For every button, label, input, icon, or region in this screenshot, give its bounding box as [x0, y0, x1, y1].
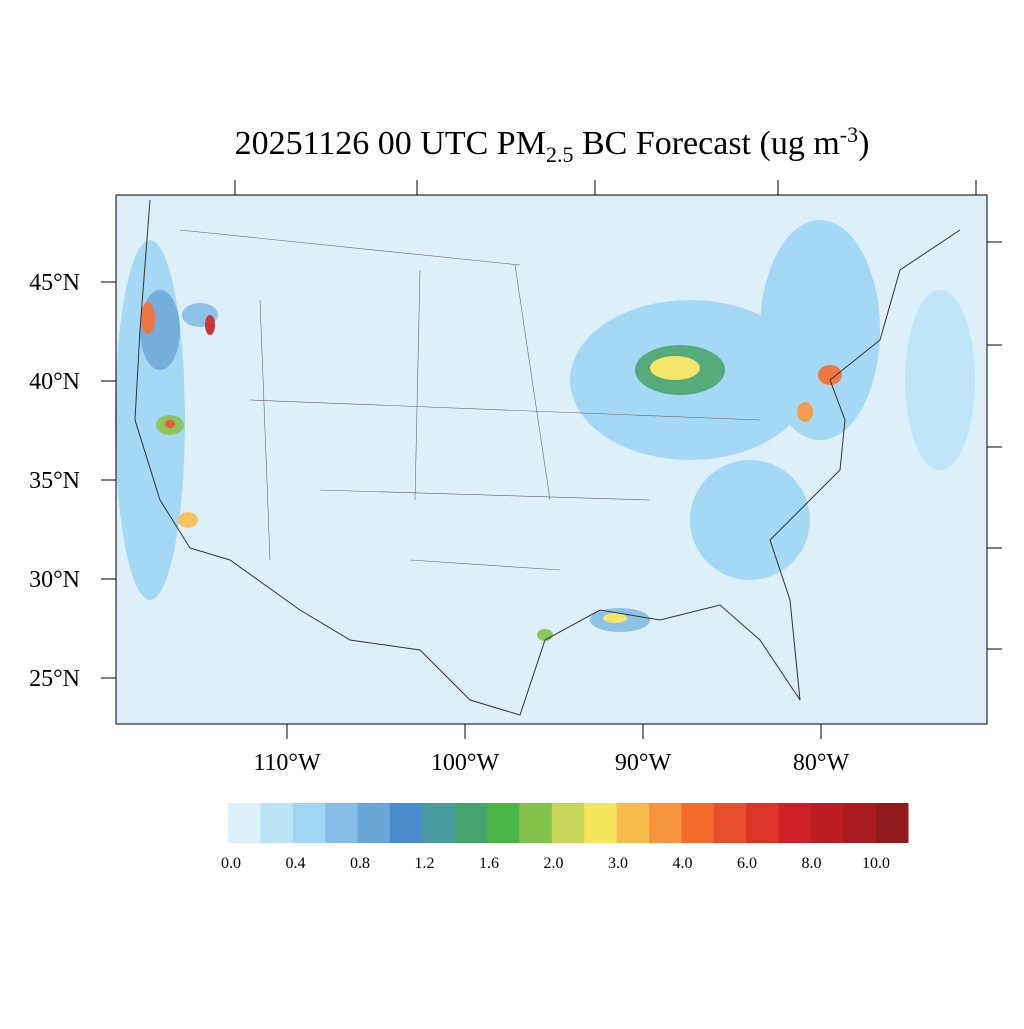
colorbar-box	[228, 803, 261, 843]
colorbar-box	[357, 803, 391, 843]
coastline	[134, 199, 961, 716]
map	[115, 180, 1002, 725]
colorbar-box	[875, 803, 909, 843]
colorbar-label: 8.0	[802, 855, 822, 872]
colorbar-label: 10.0	[862, 855, 890, 872]
lon-label: 100°W	[431, 750, 500, 776]
colorbar-label: 1.2	[415, 855, 435, 872]
colorbar-box	[454, 803, 488, 843]
map-frame	[115, 194, 988, 725]
colorbar-label: 2.0	[544, 855, 564, 872]
title-mid: BC Forecast (ug m	[573, 125, 839, 162]
colorbar-box	[389, 803, 423, 843]
colorbar-box	[422, 803, 456, 843]
title-sub: 2.5	[546, 142, 574, 167]
lat-label: 30°N	[29, 567, 80, 593]
title-end: )	[858, 125, 869, 162]
colorbar-label: 1.6	[479, 855, 499, 872]
colorbar-box	[487, 803, 520, 843]
colorbar-box	[810, 803, 844, 843]
colorbar-box	[519, 803, 553, 843]
colorbar-label: 3.0	[608, 855, 628, 872]
colorbar-box	[746, 803, 779, 843]
title-sup: -3	[840, 122, 858, 147]
lat-label: 45°N	[29, 270, 80, 296]
colorbar-box	[843, 803, 877, 843]
colorbar-label: 0.8	[350, 855, 370, 872]
lon-label: 80°W	[793, 750, 850, 776]
colorbar-box	[778, 803, 812, 843]
lon-label: 110°W	[253, 750, 321, 776]
colorbar-box	[551, 803, 585, 843]
title: 20251126 00 UTC PM2.5 BC Forecast (ug m-…	[235, 122, 870, 167]
lat-label: 40°N	[29, 369, 80, 395]
title-main: 20251126 00 UTC PM	[235, 125, 546, 162]
colorbar-box	[648, 803, 682, 843]
colorbar-box	[616, 803, 650, 843]
colorbar-box	[713, 803, 747, 843]
state-borders	[179, 229, 761, 571]
colorbar-box	[681, 803, 715, 843]
colorbar-box	[292, 803, 326, 843]
colorbar: 0.0 0.4 0.8 1.2 1.6 2.0 3.0 4.0 6.0 8.0 10.0	[221, 803, 909, 872]
lat-label: 35°N	[29, 468, 80, 494]
colorbar-label: 4.0	[673, 855, 693, 872]
colorbar-label: 0.0	[221, 855, 241, 872]
lon-label: 90°W	[615, 750, 672, 776]
lat-label: 25°N	[29, 666, 80, 692]
colorbar-label: 6.0	[737, 855, 757, 872]
colorbar-box	[584, 803, 618, 843]
colorbar-box	[325, 803, 359, 843]
colorbar-label: 0.4	[286, 855, 306, 872]
colorbar-box	[260, 803, 294, 843]
frame-ticks	[234, 180, 1002, 650]
concentration-field	[115, 220, 975, 641]
